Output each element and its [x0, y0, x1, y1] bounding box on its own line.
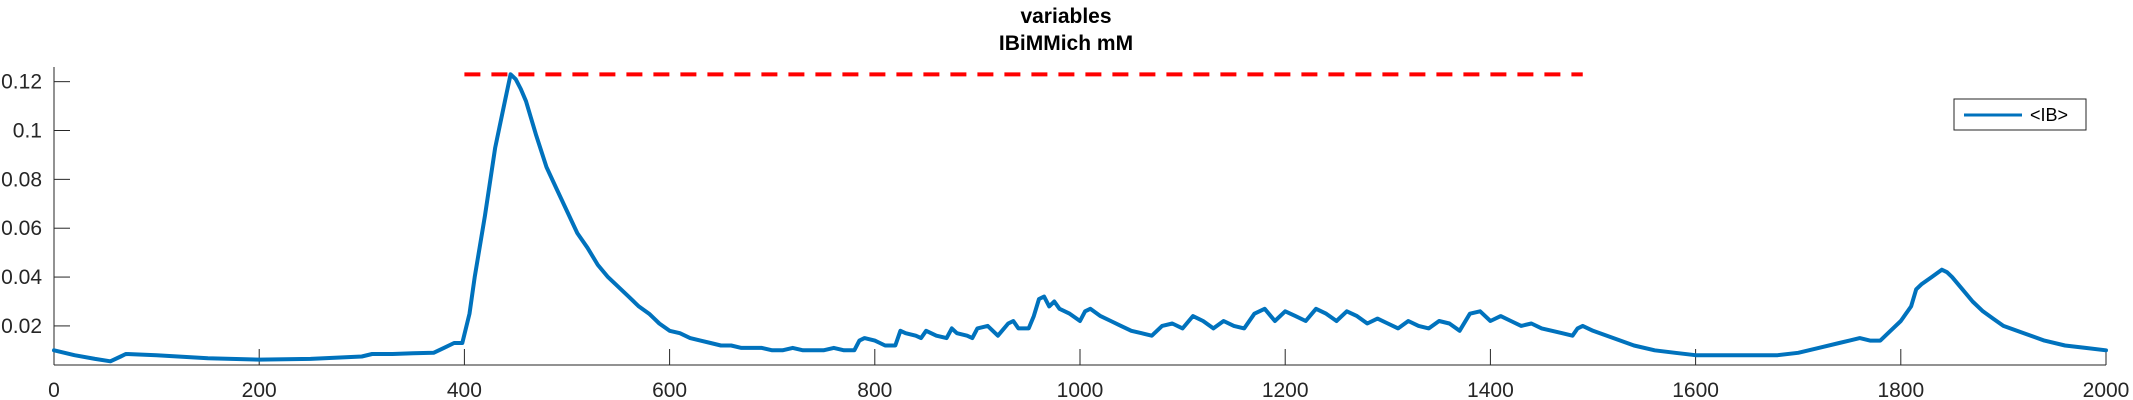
y-tick-label: 0.08 [1, 168, 42, 191]
x-tick-label: 1800 [1877, 379, 1924, 400]
y-tick-label: 0.04 [1, 266, 42, 289]
chart-title: variables IBiMMich mM [999, 5, 1133, 55]
x-tick-label: 800 [857, 379, 892, 400]
x-tick-label: 400 [447, 379, 482, 400]
chart-title-line-1: variables [1020, 5, 1111, 28]
axes: 0 200 400 600 800 1000 1200 1400 1600 1800 2000 0.0… [1, 67, 2129, 400]
x-tick-label: 600 [652, 379, 687, 400]
legend: <IB> [1953, 98, 2087, 131]
x-tick-label: 1200 [1262, 379, 1309, 400]
chart-title-line-2: IBiMMich mM [999, 32, 1133, 55]
x-tick-label: 1600 [1672, 379, 1719, 400]
x-tick-label: 0 [48, 379, 60, 400]
x-tick-label: 1400 [1467, 379, 1514, 400]
legend-label: <IB> [2030, 105, 2068, 125]
series-layer [52, 72, 2108, 364]
y-tick-label: 0.02 [1, 315, 42, 338]
y-tick-label: 0.06 [1, 217, 42, 240]
x-tick-label: 1000 [1057, 379, 1104, 400]
x-tick-label: 200 [242, 379, 277, 400]
y-tick-label: 0.1 [13, 120, 42, 143]
y-tick-label: 0.12 [1, 71, 42, 94]
x-tick-label: 2000 [2083, 379, 2130, 400]
series-line-ib [52, 72, 2108, 364]
